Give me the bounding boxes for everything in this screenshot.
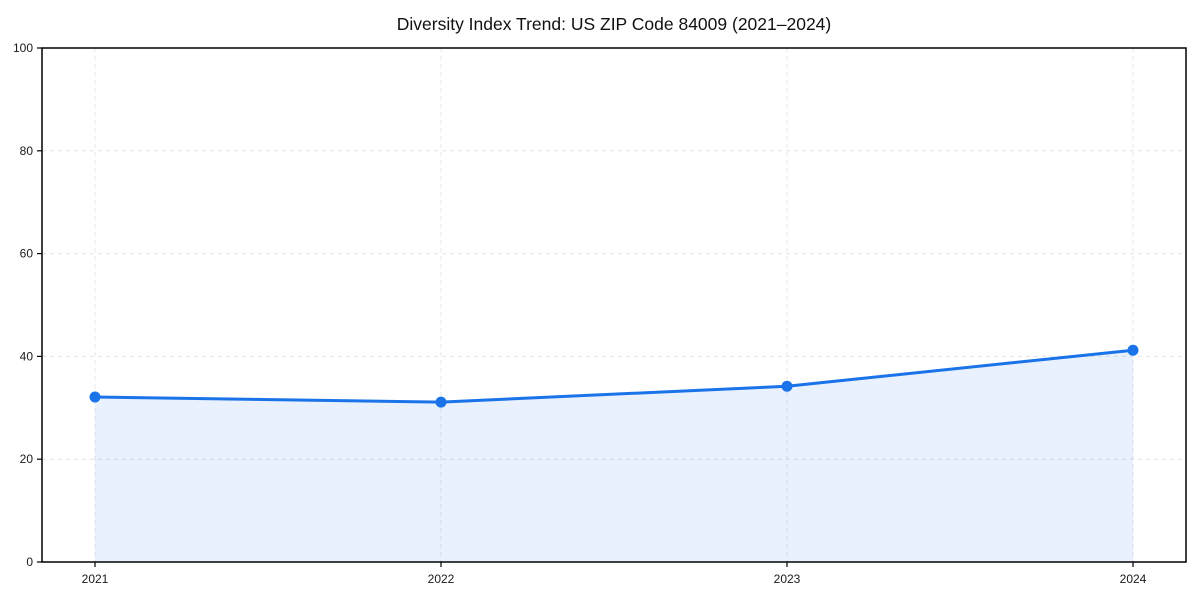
data-point xyxy=(781,380,793,392)
y-tick-label: 80 xyxy=(20,144,34,158)
y-tick-label: 40 xyxy=(20,349,34,363)
grid-layer xyxy=(42,48,1186,562)
trend-line xyxy=(93,348,1135,404)
point-layer xyxy=(89,344,1139,408)
y-tick-label: 20 xyxy=(20,452,34,466)
plot-frame xyxy=(41,47,1187,563)
x-tick-label: 2021 xyxy=(82,572,109,586)
chart-title: Diversity Index Trend: US ZIP Code 84009… xyxy=(397,14,832,34)
data-point xyxy=(435,396,447,408)
x-tick-label: 2022 xyxy=(428,572,455,586)
y-tick-label: 60 xyxy=(20,247,34,261)
axis-layer: 0 20 40 60 80 100 2021 2022 2023 2024 xyxy=(13,41,1187,586)
y-tick-label: 0 xyxy=(26,555,33,569)
x-tick-label: 2023 xyxy=(774,572,801,586)
area-fill xyxy=(95,350,1133,562)
area-layer xyxy=(95,350,1133,562)
y-tick-label: 100 xyxy=(13,41,33,55)
x-tick-label: 2024 xyxy=(1120,572,1147,586)
line-layer xyxy=(93,348,1135,404)
data-point xyxy=(89,391,101,403)
data-point xyxy=(1127,344,1139,356)
